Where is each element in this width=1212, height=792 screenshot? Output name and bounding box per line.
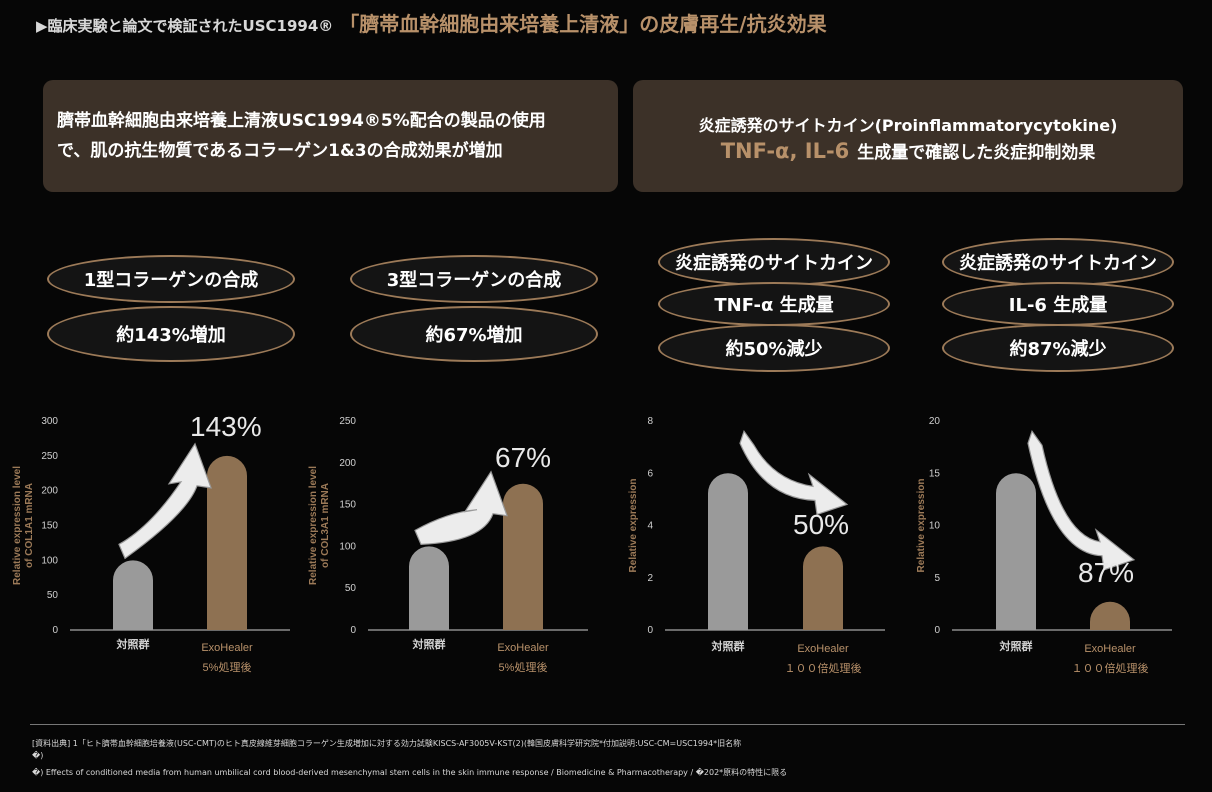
pill-il6-result: 約87%減少 (942, 324, 1174, 372)
y-tick-label: 6 (647, 468, 653, 479)
pill-col1-result: 約143%増加 (47, 306, 295, 362)
y-tick-label: 300 (41, 416, 58, 427)
y-tick-label: 0 (647, 625, 653, 636)
change-percent-label: 50% (793, 509, 849, 540)
bar-exohealer (1090, 601, 1130, 630)
y-tick-label: 250 (41, 451, 58, 462)
cytokine-highlight: TNF-α, IL-6 (720, 139, 850, 163)
chart-svg: 0 5 10 15 20 Relative expression 対照群 ExoHealer １… (916, 416, 1172, 675)
title-main: 「臍帯血幹細胞由来培養上清液」の皮膚再生/抗炎効果 (339, 12, 827, 36)
category-label: 対照群 (999, 639, 1033, 653)
bar-exohealer (803, 546, 843, 630)
y-tick-label: 100 (41, 555, 58, 566)
chart-svg: 0 2 4 6 8 Relative expression 対照群 ExoHealer １００倍… (628, 416, 885, 675)
category-label: ExoHealer (1084, 643, 1136, 655)
pill-tnf-result: 約50%減少 (658, 324, 890, 372)
pill-il6-label: IL-6 生成量 (942, 282, 1174, 326)
trend-up-arrow-icon (118, 442, 212, 560)
footer-source-1b: �) (32, 751, 44, 760)
y-tick-label: 5 (934, 573, 940, 584)
chart-tnf-alpha: 0 2 4 6 8 Relative expression 対照群 ExoHealer １００倍… (620, 400, 920, 700)
y-tick-label: 100 (339, 541, 356, 552)
category-label: 対照群 (412, 637, 446, 651)
y-axis-label: Relative expression (628, 479, 639, 573)
y-tick-label: 0 (934, 625, 940, 636)
chart-col3a1: 0 50 100 150 200 250 Relative expression level… (298, 400, 598, 700)
footer-source-2: �) Effects of conditioned media from hum… (32, 768, 788, 777)
chart-col1a1: 0 50 100 150 200 250 300 Relative expression le… (0, 400, 300, 700)
bar-control (113, 560, 153, 630)
category-sublabel: 5%処理後 (203, 660, 252, 674)
y-tick-label: 15 (929, 468, 941, 479)
pill-il6-title: 炎症誘発のサイトカイン (942, 238, 1174, 286)
bar-control (409, 546, 449, 630)
chart-svg: 0 50 100 150 200 250 Relative expression level… (308, 416, 588, 674)
footer-divider (30, 724, 1185, 725)
y-tick-label: 150 (339, 500, 356, 511)
collagen-summary-text: 臍帯血幹細胞由来培養上清液USC1994®5%配合の製品の使用 で、肌の抗生物質… (57, 106, 607, 166)
y-tick-label: 50 (47, 590, 59, 601)
y-tick-label: 4 (647, 521, 653, 532)
cytokine-summary-panel: 炎症誘発のサイトカイン(Proinflammatorycytokine) TNF… (633, 80, 1183, 192)
y-tick-label: 250 (339, 416, 356, 427)
chart-il6: 0 5 10 15 20 Relative expression 対照群 ExoHealer １… (908, 400, 1208, 700)
category-label: ExoHealer (497, 642, 549, 654)
chart-svg: 0 50 100 150 200 250 300 Relative expression le… (12, 411, 290, 674)
footer-source-1: [資料出典] 1「ヒト臍帯血幹細胞培養液(USC-CMT)のヒト真皮線維芽細胞コ… (32, 739, 742, 748)
category-label: 対照群 (711, 639, 745, 653)
collagen-summary-line2: で、肌の抗生物質であるコラーゲン1&3の合成効果が増加 (57, 141, 503, 161)
bar-exohealer (503, 483, 543, 630)
category-label: ExoHealer (201, 642, 253, 654)
cytokine-summary-line2: TNF-α, IL-6 生成量で確認した炎症抑制効果 (633, 138, 1183, 163)
change-percent-label: 143% (190, 411, 262, 442)
pill-tnf-title: 炎症誘発のサイトカイン (658, 238, 890, 286)
category-sublabel: １００倍処理後 (1072, 661, 1149, 675)
category-label: 対照群 (116, 637, 150, 651)
y-tick-label: 0 (52, 625, 58, 636)
y-tick-label: 0 (350, 625, 356, 636)
y-tick-label: 50 (345, 583, 357, 594)
pill-tnf-label: TNF-α 生成量 (658, 282, 890, 326)
bar-control (996, 473, 1036, 630)
pill-col3-title: 3型コラーゲンの合成 (350, 255, 598, 303)
category-sublabel: 5%処理後 (499, 660, 548, 674)
category-label: ExoHealer (797, 643, 849, 655)
y-axis-label: Relative expression (916, 479, 927, 573)
pill-col3-result: 約67%増加 (350, 306, 598, 362)
collagen-summary-line1: 臍帯血幹細胞由来培養上清液USC1994®5%配合の製品の使用 (57, 111, 546, 131)
y-axis-label: Relative expression levelof COL1A1 mRNA (12, 466, 35, 585)
cytokine-summary-line2-text: 生成量で確認した炎症抑制効果 (857, 143, 1096, 163)
y-axis-label: Relative expression levelof COL3A1 mRNA (308, 466, 331, 585)
y-tick-label: 20 (929, 416, 941, 427)
y-tick-label: 200 (41, 486, 58, 497)
title-prefix: ▶臨床実験と論文で検証されたUSC1994® (36, 17, 334, 35)
pill-col1-title: 1型コラーゲンの合成 (47, 255, 295, 303)
change-percent-label: 87% (1078, 557, 1134, 588)
cytokine-summary-line1: 炎症誘発のサイトカイン(Proinflammatorycytokine) (698, 116, 1118, 135)
trend-up-arrow-icon (414, 470, 508, 546)
trend-down-arrow-icon (739, 429, 849, 516)
y-tick-label: 2 (647, 573, 653, 584)
y-tick-label: 200 (339, 458, 356, 469)
bar-exohealer (207, 455, 247, 630)
y-tick-label: 10 (929, 521, 941, 532)
trend-down-arrow-icon (1027, 429, 1136, 571)
category-sublabel: １００倍処理後 (785, 661, 862, 675)
collagen-summary-panel: 臍帯血幹細胞由来培養上清液USC1994®5%配合の製品の使用 で、肌の抗生物質… (43, 80, 618, 192)
y-tick-label: 150 (41, 521, 58, 532)
change-percent-label: 67% (495, 442, 551, 473)
page-title: ▶臨床実験と論文で検証されたUSC1994® 「臍帯血幹細胞由来培養上清液」の皮膚… (36, 8, 827, 37)
bar-control (708, 473, 748, 630)
y-tick-label: 8 (647, 416, 653, 427)
